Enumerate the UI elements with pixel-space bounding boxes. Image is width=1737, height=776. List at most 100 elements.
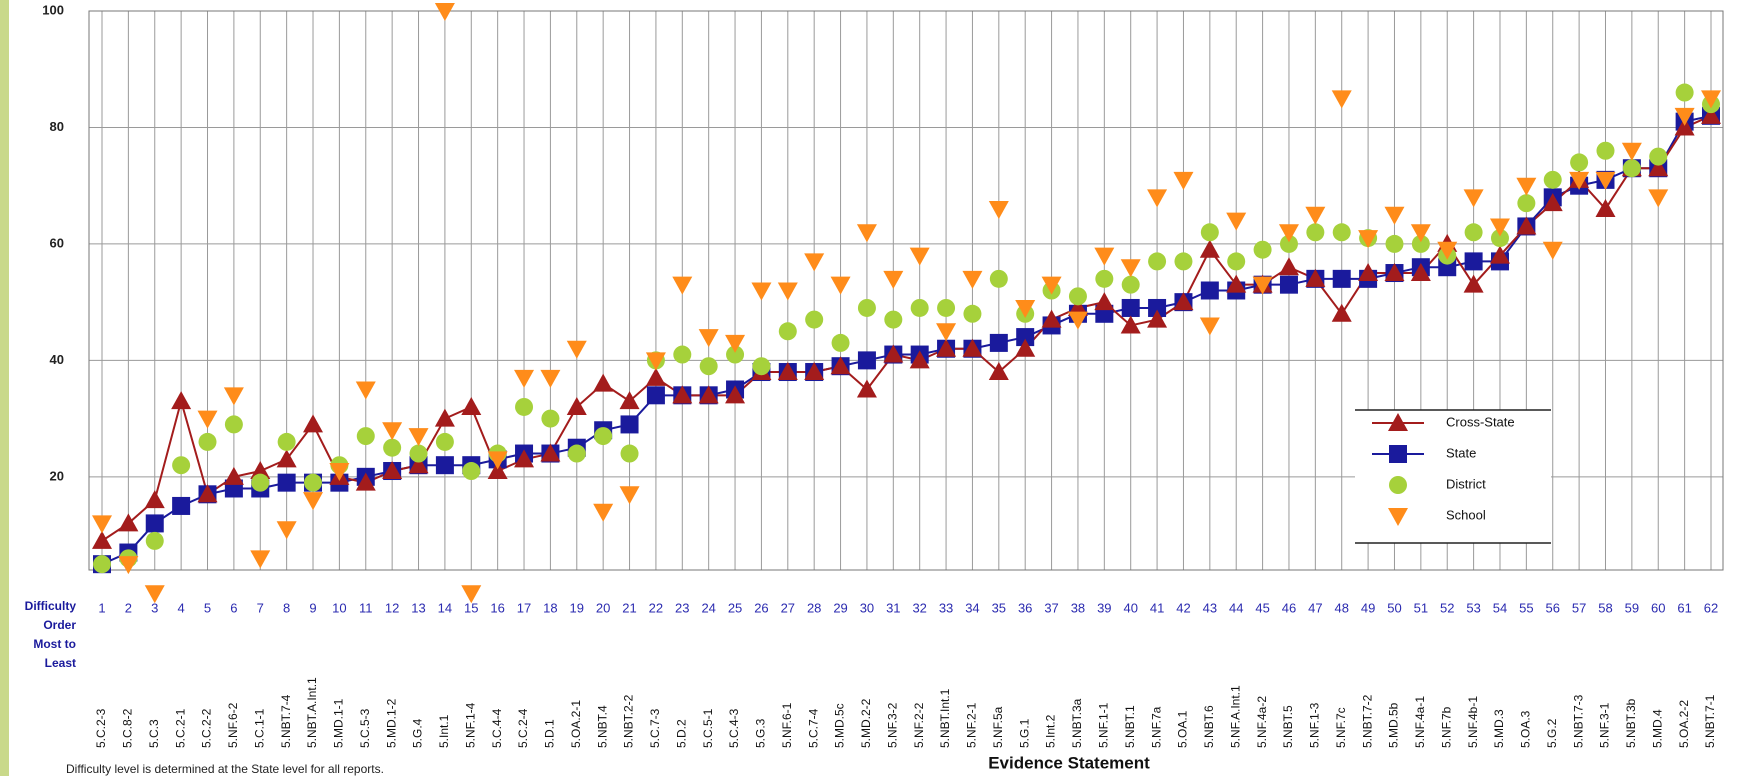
data-point [434, 408, 455, 427]
evidence-label: 5.C.4-3 [727, 708, 741, 748]
evidence-label: 5.MD.1-1 [332, 698, 346, 748]
data-point [567, 444, 586, 463]
data-point [1121, 275, 1140, 294]
data-point [698, 385, 719, 404]
x-tick-label: 60 [1651, 600, 1665, 615]
data-point [1199, 239, 1220, 258]
evidence-label: 5.G.4 [411, 718, 425, 748]
evidence-label: 5.NF.6-1 [780, 702, 794, 748]
data-point [752, 357, 771, 376]
data-point [1279, 234, 1298, 253]
x-tick-label: 6 [230, 600, 237, 615]
x-tick-label: 51 [1414, 600, 1428, 615]
y-tick-label: 40 [50, 352, 64, 367]
evidence-label: 5.NBT.2-2 [622, 694, 636, 748]
data-point [223, 466, 244, 485]
data-point [434, 3, 455, 21]
data-point [1595, 171, 1616, 190]
data-point [1095, 269, 1114, 288]
data-point [277, 473, 296, 492]
evidence-label: 5.NBT.Int.1 [938, 688, 952, 748]
x-tick-label: 35 [992, 600, 1006, 615]
x-tick-label: 9 [309, 600, 316, 615]
data-point [1200, 223, 1219, 242]
data-point [171, 391, 192, 410]
x-tick-label: 14 [438, 600, 452, 615]
x-tick-label: 10 [332, 600, 346, 615]
data-point [1463, 274, 1484, 293]
data-point [224, 415, 243, 434]
legend-marker [1389, 476, 1407, 494]
data-point [1305, 206, 1326, 225]
x-tick-label: 20 [596, 600, 610, 615]
data-point [1410, 263, 1431, 282]
data-point [909, 247, 930, 266]
data-point [1305, 268, 1326, 287]
data-point [988, 200, 1009, 219]
evidence-label: 5.NBT.7-4 [279, 694, 293, 748]
data-point [1489, 218, 1510, 237]
x-tick-label: 22 [649, 600, 663, 615]
data-point [250, 550, 271, 569]
evidence-label: 5.G.2 [1545, 718, 1559, 748]
data-point [830, 276, 851, 295]
evidence-label: 5.MD.4 [1650, 709, 1664, 748]
x-tick-label: 37 [1044, 600, 1058, 615]
footnote: Difficulty level is determined at the St… [66, 762, 384, 776]
evidence-label: 5.NF.1-3 [1308, 702, 1322, 748]
data-point [251, 473, 270, 492]
x-tick-label: 5 [204, 600, 211, 615]
data-point [566, 396, 587, 415]
data-point [1016, 328, 1035, 347]
data-point [1279, 275, 1298, 294]
evidence-label: 5.NBT.7-1 [1703, 694, 1717, 748]
data-point [1306, 223, 1325, 242]
data-point [515, 397, 534, 416]
data-point [830, 356, 851, 375]
x-tick-label: 34 [965, 600, 979, 615]
data-point [988, 362, 1009, 381]
data-point [1622, 159, 1641, 178]
x-tick-label: 32 [912, 600, 926, 615]
data-point [1621, 142, 1642, 161]
data-point [1411, 234, 1430, 253]
data-point [620, 444, 639, 463]
evidence-label: 5.D.1 [543, 719, 557, 748]
data-point [1332, 223, 1351, 242]
evidence-label: 5.NF.7c [1334, 707, 1348, 748]
x-tick-label: 23 [675, 600, 689, 615]
data-point [172, 496, 191, 515]
evidence-label: 5.OA.2-2 [1677, 700, 1691, 748]
data-point [1147, 189, 1168, 208]
data-point [856, 379, 877, 398]
x-tick-label: 28 [807, 600, 821, 615]
data-point [409, 444, 428, 463]
data-point [250, 461, 271, 480]
data-point [962, 270, 983, 289]
data-point [1015, 338, 1036, 357]
data-point [1041, 309, 1062, 328]
evidence-label: 5.OA.2-1 [569, 700, 583, 748]
data-point [304, 473, 323, 492]
evidence-label: 5.NF.A.Int.1 [1228, 685, 1242, 748]
data-point [645, 367, 666, 386]
x-tick-label: 59 [1625, 600, 1639, 615]
data-point [408, 455, 429, 474]
data-point [118, 513, 139, 532]
data-point [804, 253, 825, 272]
legend-label: District [1446, 476, 1486, 491]
data-point [1252, 276, 1273, 295]
data-point [1067, 297, 1088, 316]
data-point [1278, 224, 1299, 243]
x-tick-label: 53 [1466, 600, 1480, 615]
data-point [725, 385, 746, 404]
x-tick-label: 47 [1308, 600, 1322, 615]
x-tick-label: 46 [1282, 600, 1296, 615]
data-point [883, 344, 904, 363]
data-point [118, 556, 139, 575]
evidence-label: 5.MD.3 [1492, 709, 1506, 748]
data-point [1015, 299, 1036, 318]
x-tick-label: 56 [1546, 600, 1560, 615]
data-point [1596, 141, 1615, 160]
evidence-label: 5.C.7-3 [648, 708, 662, 748]
